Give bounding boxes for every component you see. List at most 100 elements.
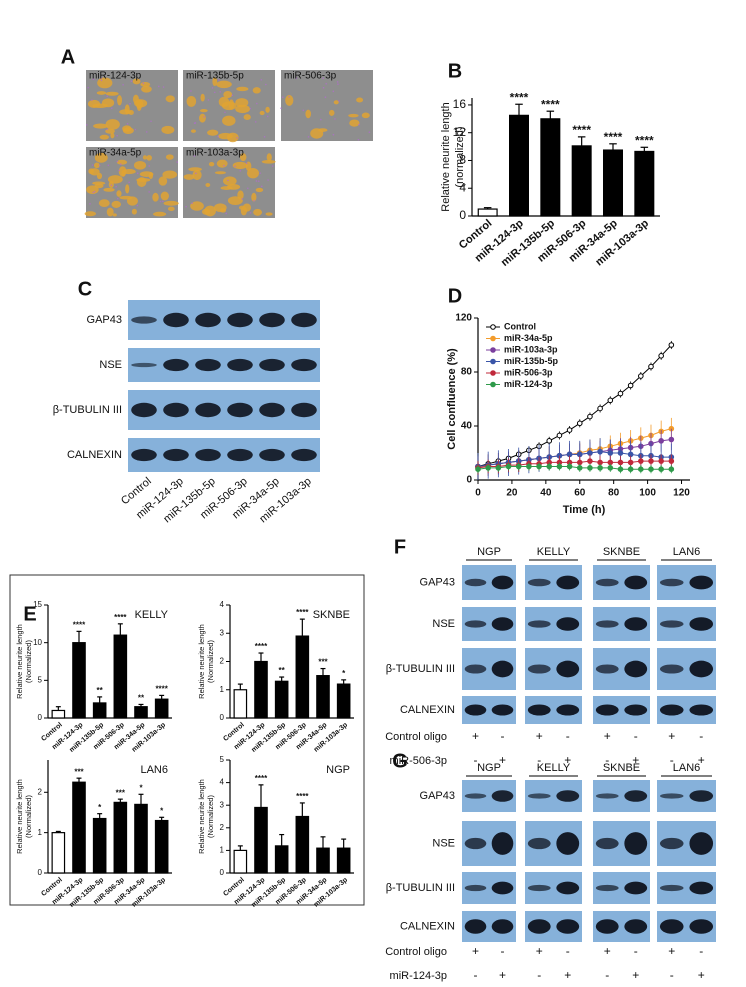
blot-band — [595, 620, 619, 628]
condition-sign: - — [634, 944, 638, 958]
neurite-dot — [110, 184, 113, 187]
neurite-dot — [116, 160, 119, 163]
cell-cluster — [101, 98, 115, 108]
significance-label: * — [98, 803, 102, 812]
error-bar — [76, 777, 82, 783]
cell-cluster — [84, 211, 97, 217]
cell-cluster — [333, 100, 339, 105]
y-axis-label: Relative neurite length — [15, 779, 24, 854]
blot-band — [659, 704, 684, 716]
panel-label: A — [61, 46, 75, 68]
blot-membrane — [128, 438, 320, 472]
bar — [113, 801, 128, 874]
data-point — [617, 450, 624, 456]
significance-label: * — [139, 783, 143, 792]
error-bar — [320, 836, 326, 849]
cell-cluster — [87, 99, 101, 108]
significance-label: **** — [572, 123, 591, 137]
error-bar — [279, 676, 285, 682]
y-tick-label: 15 — [33, 600, 42, 609]
blot-band — [689, 832, 714, 855]
legend-marker — [490, 370, 496, 376]
neurite-dot — [219, 91, 222, 93]
cell-cluster — [252, 87, 261, 94]
blot-band — [131, 362, 157, 368]
blot-band — [659, 578, 684, 587]
y-axis-label: (Normalized) — [206, 640, 215, 683]
data-point — [587, 458, 593, 464]
cell-cluster — [139, 171, 154, 178]
condition-sign: + — [564, 753, 571, 767]
error-bar — [97, 696, 103, 703]
blot-band — [195, 402, 221, 418]
neurite-dot — [91, 99, 93, 101]
neurite-dot — [116, 134, 118, 137]
neurite-dot — [325, 82, 328, 85]
cell-cluster — [305, 109, 312, 119]
blot-band — [659, 664, 684, 674]
legend-marker — [490, 347, 496, 353]
neurite-dot — [159, 200, 162, 203]
blot-band — [556, 832, 580, 855]
blot-band — [291, 312, 317, 328]
cell-cluster — [158, 176, 168, 186]
neurite-dot — [256, 102, 258, 105]
data-point — [617, 459, 624, 466]
blot-band — [659, 884, 684, 892]
bar — [51, 832, 66, 874]
cell-cluster — [152, 192, 159, 202]
image-label: miR-135b-5p — [186, 71, 244, 82]
data-point — [587, 413, 593, 420]
y-axis-label: Relative neurite length — [197, 624, 206, 699]
bar — [274, 680, 289, 719]
data-point — [546, 463, 553, 470]
cell-cluster — [98, 199, 110, 208]
neurite-dot — [336, 81, 339, 83]
significance-label: **** — [155, 685, 168, 694]
bar — [316, 847, 330, 874]
cell-line-label: LAN6 — [673, 762, 701, 774]
condition-sign: + — [536, 944, 543, 958]
bar — [51, 709, 66, 719]
cell-cluster — [162, 170, 178, 179]
blot-band — [464, 919, 487, 934]
data-point — [495, 465, 502, 471]
cell-cluster — [146, 155, 152, 161]
neurite-dot — [260, 78, 263, 81]
neurite-dot — [142, 82, 145, 85]
blot-band — [659, 793, 684, 799]
error-bar — [258, 784, 264, 808]
data-point — [505, 463, 512, 470]
significance-label: * — [160, 806, 164, 815]
neurite-dot — [307, 136, 310, 138]
neurite-dot — [260, 185, 263, 188]
cell-line-label: NGP — [477, 546, 501, 558]
condition-label: miR-506-3p — [390, 755, 447, 767]
neurite-dot — [239, 169, 242, 172]
cell-cluster — [199, 109, 208, 113]
y-axis-label: (normalized) — [454, 126, 466, 187]
data-point — [617, 390, 624, 397]
blot-band — [195, 448, 221, 462]
blot-band — [227, 312, 253, 328]
significance-label: **** — [635, 133, 654, 147]
cell-cluster — [92, 181, 106, 186]
cell-cluster — [214, 171, 226, 175]
cell-cluster — [126, 196, 138, 206]
y-axis-label: (Normalized) — [24, 640, 33, 683]
error-bar — [299, 802, 305, 817]
neurite-dot — [227, 179, 229, 182]
significance-label: **** — [255, 642, 268, 651]
cell-cluster — [204, 205, 216, 217]
bar — [113, 634, 128, 719]
blot-band — [163, 312, 189, 328]
condition-sign: - — [605, 753, 609, 767]
error-bar — [117, 623, 123, 636]
neurite-dot — [223, 164, 225, 167]
blot-band — [624, 660, 648, 678]
neurite-dot — [267, 179, 269, 181]
blot-row-label: β-TUBULIN III — [53, 404, 122, 416]
y-tick-label: 0 — [38, 868, 43, 877]
blot-band — [291, 402, 317, 418]
